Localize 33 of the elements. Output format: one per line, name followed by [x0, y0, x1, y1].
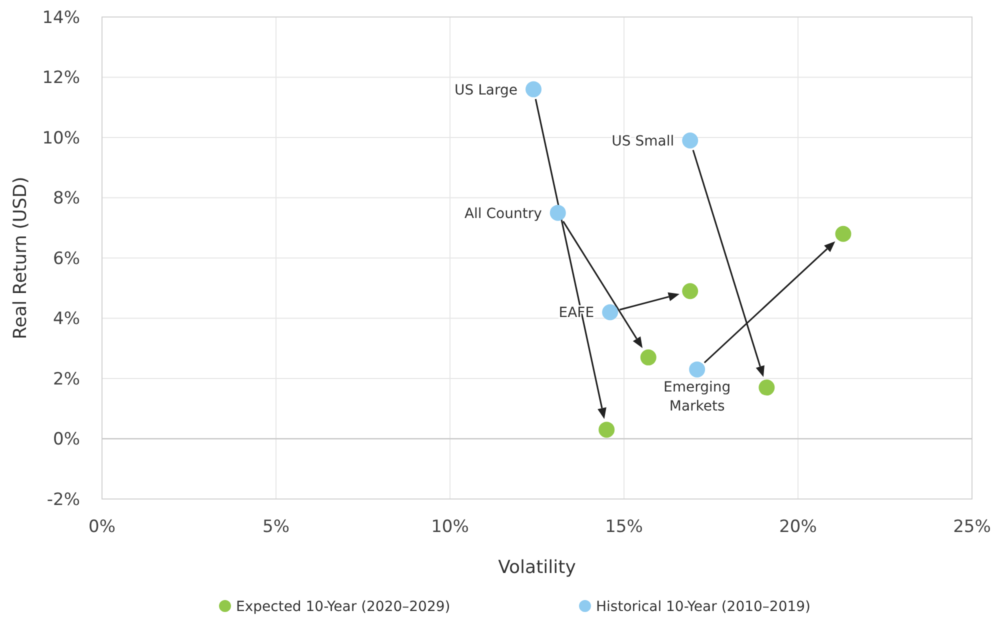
- legend-label: Historical 10-Year (2010–2019): [596, 599, 811, 615]
- y-tick-label: 14%: [42, 8, 80, 28]
- y-tick-label: 8%: [53, 188, 80, 209]
- point: [598, 422, 615, 438]
- annotation: US Large: [454, 82, 518, 98]
- x-tick-label: 10%: [431, 517, 469, 537]
- y-tick-label: -2%: [46, 490, 80, 510]
- annotation: All Country: [464, 206, 542, 222]
- annotation: Emerging Markets: [664, 379, 731, 414]
- x-tick-label: 20%: [779, 517, 817, 537]
- y-axis-title: Real Return (USD): [10, 176, 31, 340]
- point: [526, 81, 542, 98]
- y-tick-label: 12%: [42, 68, 80, 88]
- y-tick-label: 10%: [42, 128, 80, 148]
- point: [640, 349, 656, 366]
- point: [835, 226, 852, 242]
- point: [689, 361, 706, 378]
- x-tick-label: 5%: [262, 517, 290, 537]
- legend-label: Expected 10-Year (2020–2029): [236, 599, 450, 615]
- annotation: US Small: [612, 134, 674, 150]
- point: [602, 304, 618, 320]
- x-tick-label: 25%: [953, 517, 991, 537]
- y-tick-label: 2%: [53, 369, 80, 390]
- y-tick-label: 4%: [53, 309, 80, 330]
- x-tick-label: 15%: [605, 517, 643, 537]
- point: [758, 380, 775, 396]
- y-tick-label: 0%: [53, 430, 80, 450]
- x-axis-title: Volatility: [498, 557, 576, 578]
- point: [682, 132, 698, 149]
- point: [550, 204, 566, 221]
- y-tick-label: 6%: [53, 248, 80, 269]
- point: [682, 283, 698, 300]
- x-tick-label: 0%: [88, 517, 116, 537]
